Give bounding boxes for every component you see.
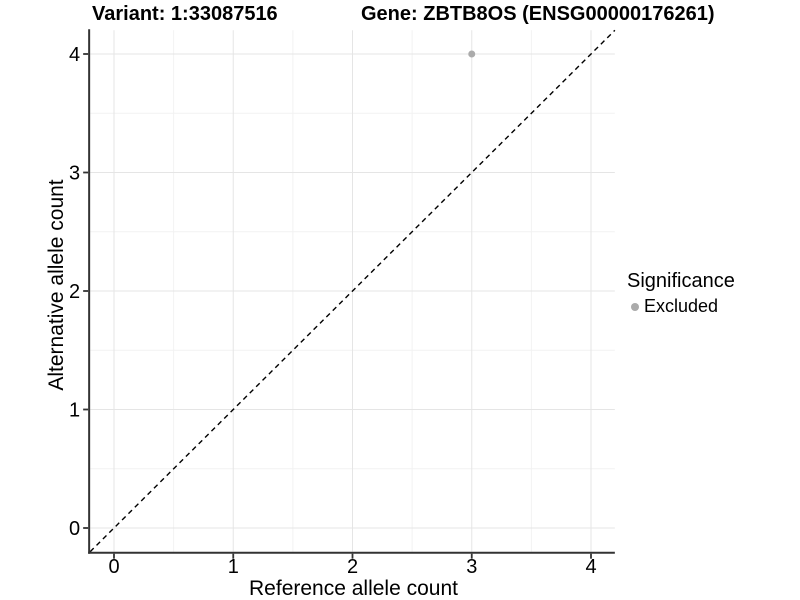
x-axis-title: Reference allele count bbox=[249, 577, 458, 600]
identity-dashed-line bbox=[89, 29, 616, 553]
x-tick-label: 0 bbox=[108, 556, 119, 578]
legend-title: Significance bbox=[627, 270, 735, 292]
y-tick-label: 4 bbox=[69, 44, 80, 66]
legend-item-excluded: Excluded bbox=[627, 296, 735, 317]
x-tick-label: 1 bbox=[228, 556, 239, 578]
x-tick-label: 2 bbox=[347, 556, 358, 578]
y-tick-label: 0 bbox=[69, 518, 80, 540]
x-tick-label: 3 bbox=[466, 556, 477, 578]
y-tick-label: 1 bbox=[69, 400, 80, 422]
legend-dot-icon bbox=[631, 302, 639, 311]
x-tick-label: 4 bbox=[585, 556, 596, 578]
plot-title-gene: Gene: ZBTB8OS (ENSG00000176261) bbox=[361, 3, 715, 25]
plot-title-variant: Variant: 1:33087516 bbox=[92, 3, 278, 25]
data-point bbox=[468, 50, 476, 58]
y-axis-title: Alternative allele count bbox=[45, 179, 68, 391]
legend-item-label: Excluded bbox=[644, 296, 719, 316]
y-tick-label: 2 bbox=[69, 281, 80, 303]
legend: Significance Excluded bbox=[627, 270, 735, 317]
y-tick-label: 3 bbox=[69, 163, 80, 185]
